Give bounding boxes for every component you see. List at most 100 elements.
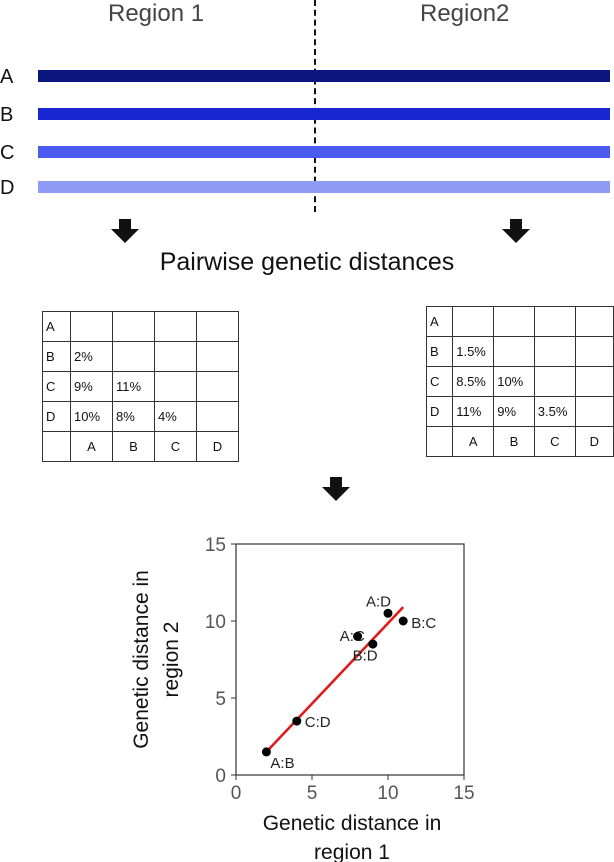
matrix-cell [533, 336, 576, 367]
plot-frame [235, 543, 465, 776]
matrix-cell [493, 336, 535, 367]
x-tick-label: 5 [307, 783, 318, 804]
sequence-bar [38, 108, 610, 120]
matrix-cell [196, 401, 239, 432]
matrix-row: C 8.5% 10% [425, 366, 614, 397]
region-1-title: Region 1 [108, 0, 205, 27]
sequence-bar [38, 181, 610, 193]
matrix-cell: 1.5% [452, 336, 495, 367]
matrix-cell: 2% [70, 341, 113, 372]
matrix-cell [70, 311, 113, 342]
matrix-row: B 2% [42, 341, 239, 372]
matrix-row: D 10% 8% 4% [42, 401, 239, 432]
y-axis-label-line-2: region 2 [160, 622, 183, 698]
sequence-label: D [0, 177, 15, 199]
matrix-cell [154, 311, 197, 342]
matrix-cell [533, 306, 576, 337]
matrix-cell: A [425, 306, 454, 337]
matrix-cell: D [574, 426, 614, 457]
data-point-label: B:D [353, 647, 378, 664]
matrix-cell [574, 336, 614, 367]
matrix-cell: C [425, 366, 454, 397]
matrix-cell: C [42, 371, 71, 402]
data-point-label: B:C [411, 615, 436, 632]
down-arrow-icon [502, 219, 530, 243]
matrix-cell: B [425, 336, 454, 367]
y-tick-label: 5 [215, 689, 226, 710]
matrix-cell [574, 396, 614, 427]
distance-matrix-region-1: A B 2% C 9% 11% D 10% 8% 4% A B C D [42, 311, 239, 462]
matrix-cell: C [154, 431, 197, 462]
sequence-bar [38, 70, 610, 82]
sequence-bar [38, 146, 610, 158]
data-point [353, 631, 363, 641]
data-point [368, 639, 378, 649]
matrix-cell: 10% [493, 366, 535, 397]
x-tick-label: 15 [453, 783, 474, 804]
y-tick-label: 15 [205, 535, 226, 556]
data-point [292, 716, 302, 726]
data-point [261, 747, 271, 757]
matrix-cell [574, 306, 614, 337]
matrix-cell [425, 426, 454, 457]
data-point-label: A:D [366, 593, 391, 610]
matrix-cell: B [42, 341, 71, 372]
x-tick-label: 0 [231, 783, 242, 804]
x-axis-label-line-2: region 1 [314, 841, 390, 862]
matrix-cell: 9% [70, 371, 113, 402]
matrix-cell [196, 311, 239, 342]
data-point [398, 616, 408, 626]
matrix-cell: 11% [112, 371, 155, 402]
matrix-cell [112, 311, 155, 342]
region-divider [314, 0, 316, 212]
sequence-label: B [0, 104, 14, 126]
matrix-cell: 8% [112, 401, 155, 432]
matrix-cell: A [70, 431, 113, 462]
matrix-row: B 1.5% [425, 336, 614, 367]
matrix-cell: A [452, 426, 495, 457]
matrix-cell: D [425, 396, 454, 427]
matrix-cell [574, 366, 614, 397]
matrix-cell [452, 306, 495, 337]
matrix-cell: 11% [452, 396, 495, 427]
matrix-cell [42, 431, 71, 462]
sequence-label: A [0, 66, 14, 88]
matrix-cell [493, 306, 535, 337]
matrix-cell [196, 341, 239, 372]
matrix-cell: D [42, 401, 71, 432]
matrix-cell: B [493, 426, 535, 457]
subtitle: Pairwise genetic distances [159, 248, 455, 276]
matrix-row: A [42, 311, 239, 342]
matrix-cell: A [42, 311, 71, 342]
matrix-row: C 9% 11% [42, 371, 239, 402]
distance-matrix-region-2: A B 1.5% C 8.5% 10% D 11% 9% 3.5% A B C D [425, 306, 614, 457]
sequence-label: C [0, 142, 15, 164]
y-tick-label: 10 [205, 612, 226, 633]
data-point-label: C:D [305, 714, 331, 731]
matrix-cell: 9% [493, 396, 535, 427]
x-axis-label-line-1: Genetic distance in [263, 812, 442, 835]
matrix-row: A [425, 306, 614, 337]
matrix-cell [154, 341, 197, 372]
data-point [383, 608, 393, 618]
region-2-title: Region2 [420, 0, 510, 27]
data-point-label: A:B [270, 755, 294, 772]
y-tick-label: 0 [215, 766, 226, 787]
matrix-cell [154, 371, 197, 402]
fit-line [265, 606, 405, 753]
matrix-cell: 8.5% [452, 366, 495, 397]
matrix-cell: D [196, 431, 239, 462]
matrix-cell [533, 366, 576, 397]
matrix-cell: 3.5% [533, 396, 576, 427]
matrix-cell: B [112, 431, 155, 462]
x-tick-label: 10 [377, 783, 398, 804]
matrix-cell [196, 371, 239, 402]
scatter-plot: 0 5 10 15 0 5 10 15 Genetic distance in region 1 G… [130, 535, 474, 862]
matrix-cell: 4% [154, 401, 197, 432]
down-arrow-icon [322, 477, 350, 501]
matrix-cell: C [533, 426, 576, 457]
y-axis-label-line-1: Genetic distance in [130, 570, 153, 749]
matrix-row: D 11% 9% 3.5% [425, 396, 614, 427]
